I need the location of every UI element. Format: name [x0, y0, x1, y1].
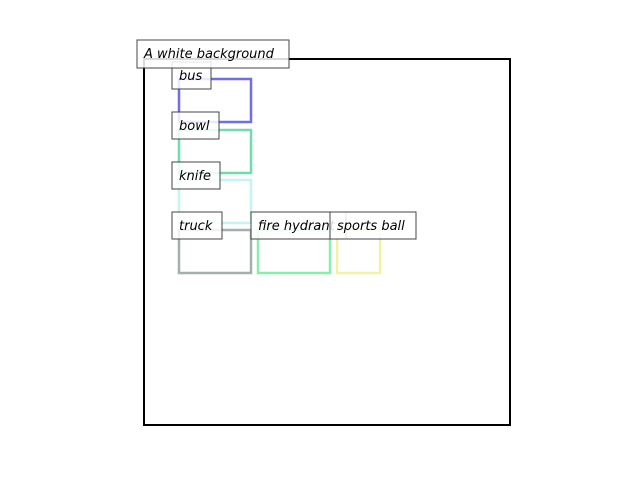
caption-box: [136, 39, 290, 69]
caption-text: A white background: [143, 47, 275, 62]
label-text: bowl: [179, 119, 210, 134]
label-box: [329, 211, 417, 240]
label-text: knife: [179, 169, 211, 184]
label-text: bus: [179, 69, 202, 84]
label-bowl: bowl: [171, 111, 220, 140]
label-text: sports ball: [337, 219, 405, 234]
label-text: fire hydrant: [258, 219, 336, 234]
label-sports-ball: sports ball: [329, 211, 417, 240]
caption-label: A white background: [136, 39, 290, 69]
object-labels: bus bowl knife truck fire hydrant sports ball: [171, 61, 417, 240]
label-bus: bus: [171, 61, 212, 90]
label-truck: truck: [171, 211, 223, 240]
scene-frame: [143, 58, 511, 426]
label-knife: knife: [171, 161, 221, 190]
label-box: [171, 161, 221, 190]
label-text: truck: [179, 219, 213, 234]
label-box: [171, 211, 223, 240]
label-box: [171, 111, 220, 140]
